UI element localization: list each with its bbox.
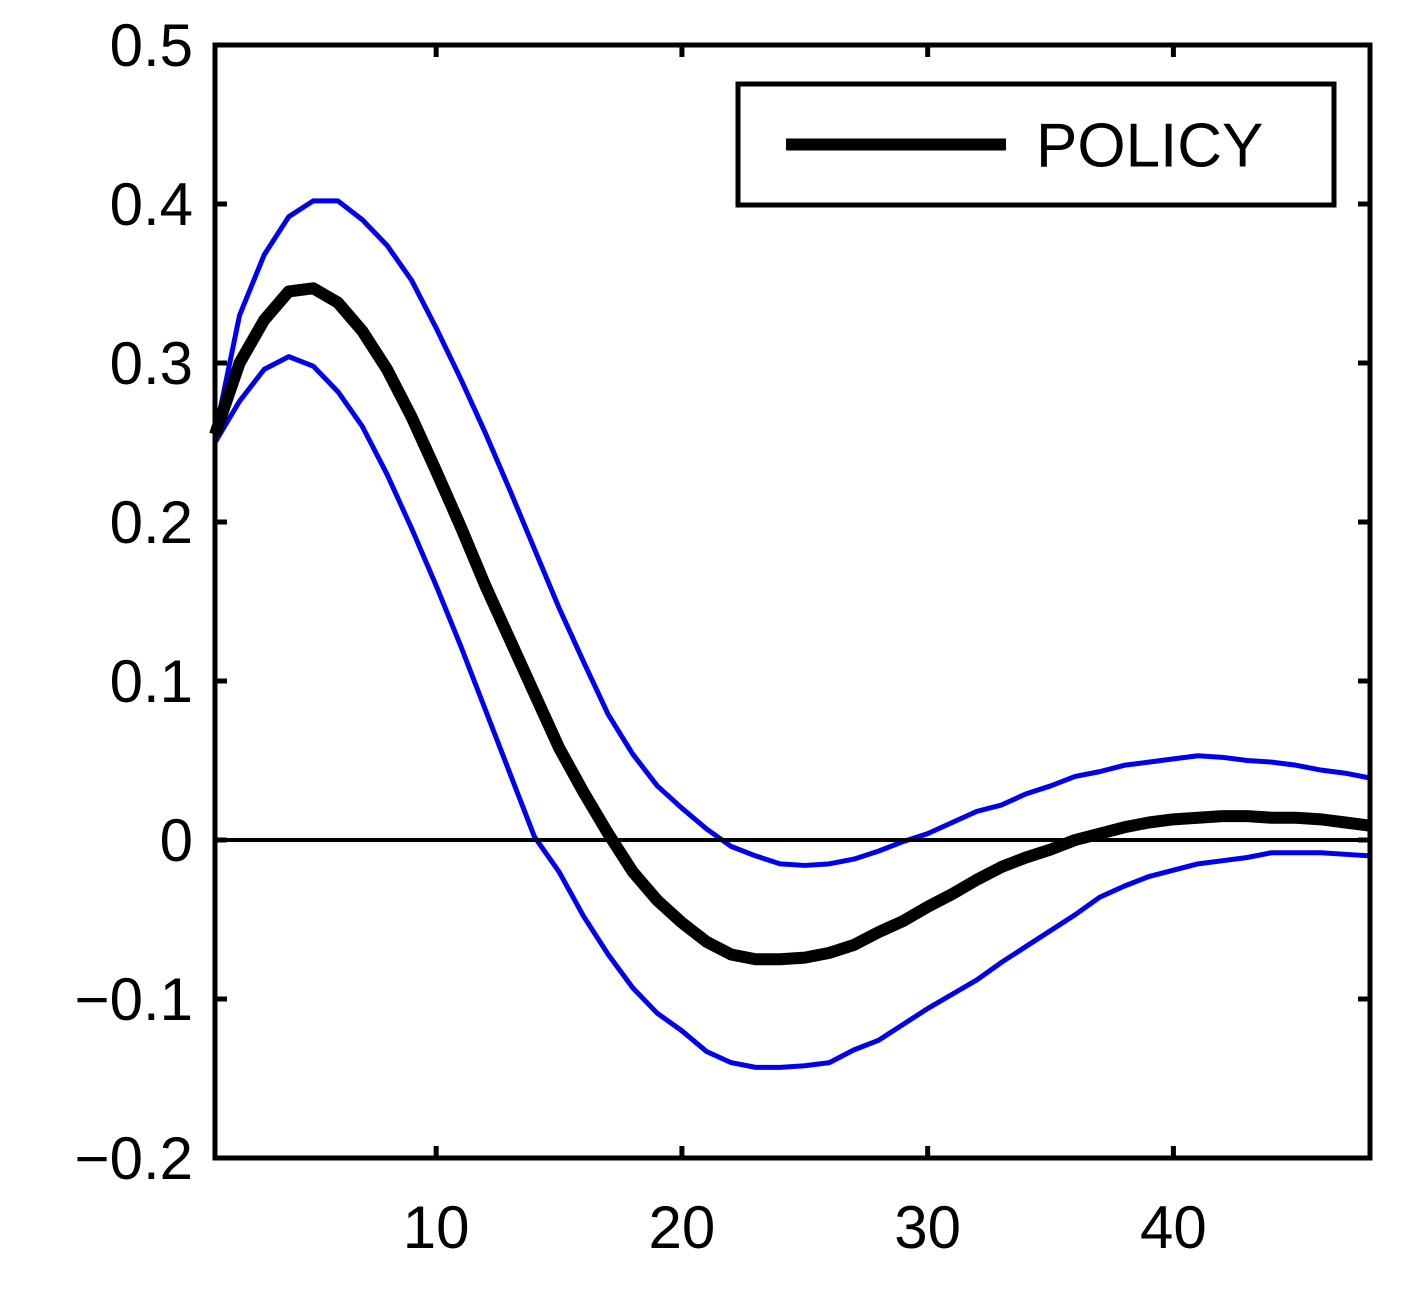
- legend: POLICY: [735, 81, 1337, 208]
- y-tick-label: −0.1: [75, 966, 193, 1033]
- tick-labels-layer: −0.2 −0.1 0 0.1 0.2 0.3 0.4 0.5 10 20 30 40: [75, 12, 1207, 1261]
- series-line-lower-band: [212, 354, 1371, 1070]
- y-tick-label: 0.1: [110, 648, 193, 715]
- y-tick-label: 0.3: [110, 330, 193, 397]
- series-layer: [209, 198, 1371, 1070]
- x-tick-label: 10: [403, 1194, 470, 1261]
- legend-label: POLICY: [1036, 112, 1263, 181]
- y-tick-label: 0.4: [110, 171, 193, 238]
- x-tick-label: 40: [1140, 1194, 1207, 1261]
- series-line-estimate: [209, 282, 1371, 966]
- x-tick-label: 20: [649, 1194, 716, 1261]
- y-tick-label: −0.2: [75, 1125, 193, 1192]
- y-tick-label: 0.5: [110, 12, 193, 79]
- plot-frame: [212, 42, 1373, 1161]
- series-line-upper-band: [212, 198, 1371, 868]
- ticks-layer: [215, 42, 1370, 1161]
- y-tick-label: 0: [160, 807, 193, 874]
- x-tick-label: 30: [894, 1194, 961, 1261]
- y-tick-label: 0.2: [110, 489, 193, 556]
